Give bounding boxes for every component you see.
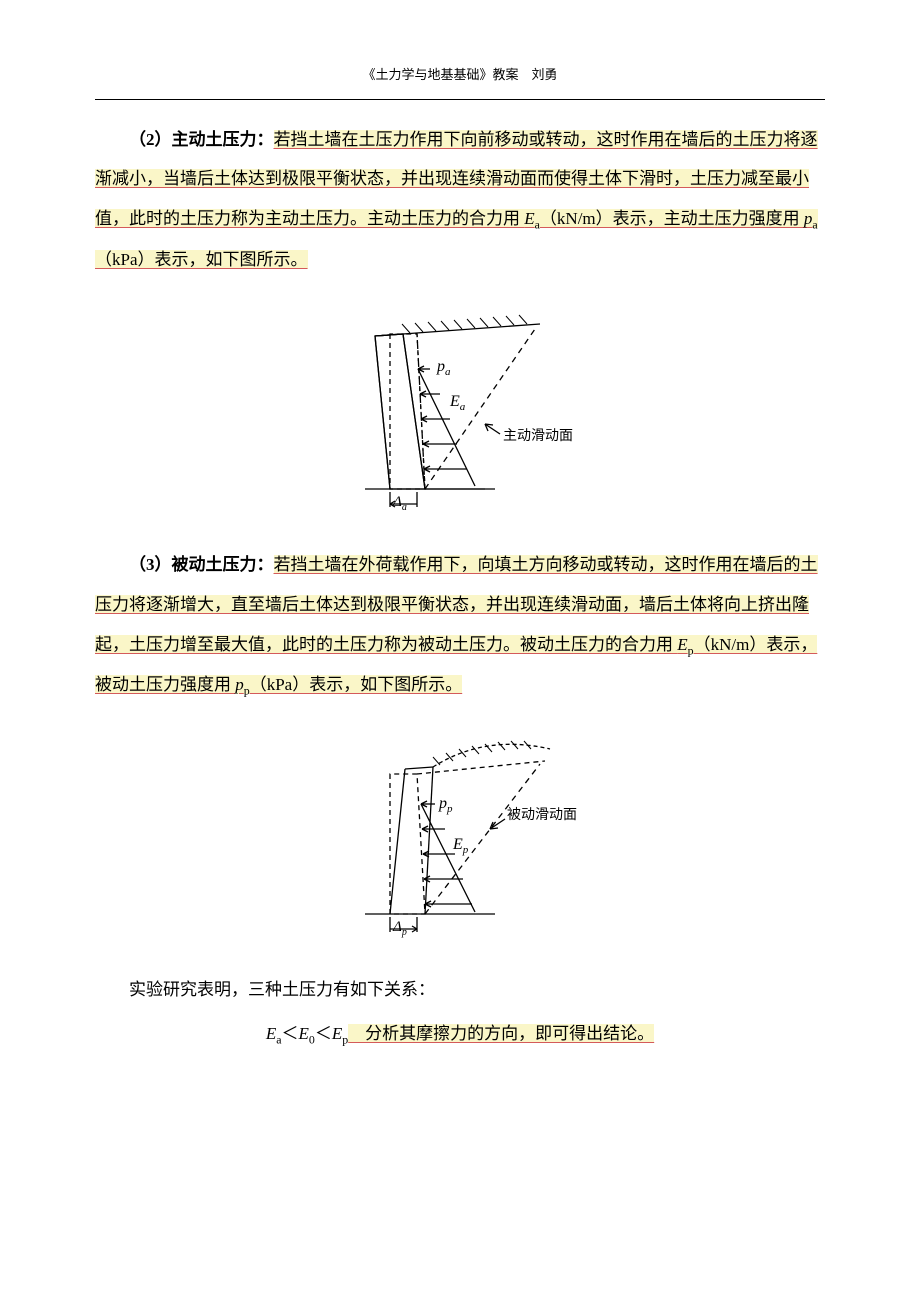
page-header: 《土力学与地基基础》教案 刘勇	[95, 60, 825, 91]
svg-text:被动滑动面: 被动滑动面	[507, 806, 577, 823]
figure-active: pa Ea 主动滑动面 Δa	[95, 294, 825, 529]
svg-text:Δa: Δa	[392, 494, 407, 513]
body-2: 若挡土墙在土压力作用下向前移动或转动，这时作用在墙后的土压力将逐渐减小，当墙后土…	[95, 130, 818, 269]
lead-2: （2）主动土压力：	[129, 130, 274, 149]
svg-text:Δp: Δp	[392, 919, 407, 938]
lead-3: （3）被动土压力：	[129, 555, 274, 574]
svg-text:Ea: Ea	[449, 393, 466, 413]
paragraph-passive-pressure: （3）被动土压力：若挡土墙在外荷载作用下，向填土方向移动或转动，这时作用在墙后的…	[95, 545, 825, 706]
svg-text:主动滑动面: 主动滑动面	[503, 427, 573, 444]
formula-note: 分析其摩擦力的方向，即可得出结论。	[348, 1024, 654, 1043]
svg-text:Ep: Ep	[452, 836, 469, 856]
formula-relation: Ea＜E0＜Ep 分析其摩擦力的方向，即可得出结论。	[95, 1014, 825, 1054]
body-3: 若挡土墙在外荷载作用下，向填土方向移动或转动，这时作用在墙后的土压力将逐渐增大，…	[95, 555, 818, 694]
paragraph-active-pressure: （2）主动土压力：若挡土墙在土压力作用下向前移动或转动，这时作用在墙后的土压力将…	[95, 120, 825, 280]
svg-text:pa: pa	[436, 358, 451, 378]
header-rule	[95, 99, 825, 100]
svg-text:pp: pp	[438, 795, 453, 815]
figure-passive: pp Ep 被动滑动面 Δp	[95, 719, 825, 954]
paragraph-summary: 实验研究表明，三种土压力有如下关系：	[95, 970, 825, 1010]
